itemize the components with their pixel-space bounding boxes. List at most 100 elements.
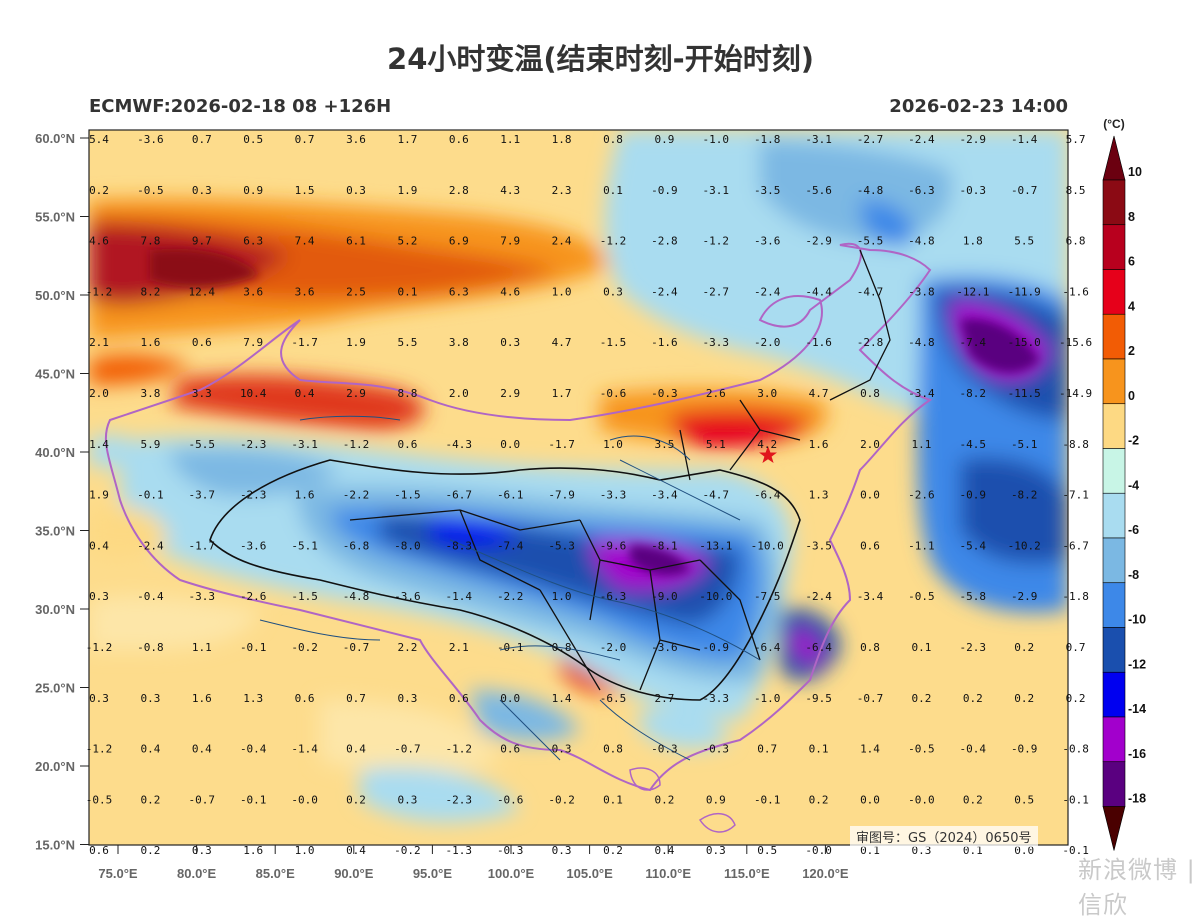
grid-value-label: -14.9 xyxy=(1059,387,1092,400)
grid-value-label: 0.3 xyxy=(346,184,366,197)
grid-value-label: -2.3 xyxy=(240,438,267,451)
grid-value-label: 0.8 xyxy=(860,641,880,654)
grid-value-label: 6.1 xyxy=(346,235,366,248)
grid-value-label: 3.8 xyxy=(449,336,469,349)
grid-value-label: -0.4 xyxy=(240,743,267,756)
grid-value-label: -10.0 xyxy=(699,590,732,603)
colorbar-bin xyxy=(1102,403,1126,449)
grid-value-label: -1.6 xyxy=(1062,285,1089,298)
grid-value-label: 0.4 xyxy=(346,844,366,857)
grid-value-label: -12.1 xyxy=(956,285,989,298)
grid-value-label: -2.3 xyxy=(960,641,987,654)
grid-value-label: -0.1 xyxy=(240,641,267,654)
grid-value-label: -0.3 xyxy=(960,184,987,197)
grid-value-label: -4.8 xyxy=(908,336,935,349)
grid-value-label: -0.4 xyxy=(960,743,987,756)
latitude-axis: 60.0°N 55.0°N 50.0°N 45.0°N 40.0°N 35.0°N 30.0… xyxy=(35,131,89,853)
grid-value-label: -3.8 xyxy=(908,285,935,298)
grid-value-label: 1.1 xyxy=(911,438,931,451)
colorbar-bin xyxy=(1102,448,1126,494)
grid-value-label: -0.1 xyxy=(1062,844,1089,857)
grid-value-label: -1.8 xyxy=(1062,590,1089,603)
grid-value-label: -0.2 xyxy=(548,793,575,806)
grid-value-label: -5.5 xyxy=(857,235,884,248)
grid-value-label: 2.8 xyxy=(449,184,469,197)
grid-value-label: 0.2 xyxy=(911,692,931,705)
grid-value-label: -8.3 xyxy=(446,539,473,552)
grid-value-label: 0.8 xyxy=(860,387,880,400)
grid-value-label: -4.8 xyxy=(857,184,884,197)
grid-value-label: 0.3 xyxy=(603,285,623,298)
grid-value-label: 0.8 xyxy=(603,133,623,146)
grid-value-label: -8.2 xyxy=(960,387,987,400)
grid-value-label: 8.8 xyxy=(397,387,417,400)
grid-value-label: -10.0 xyxy=(751,539,784,552)
map-title: 24小时变温(结束时刻-开始时刻) xyxy=(387,42,814,76)
grid-value-label: -1.2 xyxy=(446,743,473,756)
colorbar-bin xyxy=(1102,179,1126,226)
grid-value-label: 8.2 xyxy=(140,285,160,298)
grid-value-label: 0.3 xyxy=(552,743,572,756)
grid-value-label: -0.9 xyxy=(651,184,678,197)
grid-value-label: -0.9 xyxy=(703,641,730,654)
grid-value-label: -6.3 xyxy=(600,590,627,603)
lon-tick-label: 75.0°E xyxy=(98,866,138,881)
grid-value-label: 0.4 xyxy=(346,743,366,756)
colorbar-label: -2 xyxy=(1128,434,1139,448)
grid-value-label: -2.3 xyxy=(446,793,473,806)
lon-tick-label: 80.0°E xyxy=(177,866,217,881)
colorbar-bottom-triangle xyxy=(1102,806,1126,851)
grid-value-label: -6.7 xyxy=(1062,539,1089,552)
grid-value-label: -0.5 xyxy=(137,184,164,197)
lat-tick-label: 45.0°N xyxy=(35,367,75,382)
grid-value-label: 0.5 xyxy=(757,844,777,857)
grid-value-label: 0.8 xyxy=(552,641,572,654)
grid-value-label: -0.7 xyxy=(394,743,421,756)
grid-value-label: 1.9 xyxy=(346,336,366,349)
grid-value-label: 0.1 xyxy=(603,793,623,806)
colorbar-label: -16 xyxy=(1128,747,1146,761)
grid-value-label: -3.3 xyxy=(600,489,627,502)
grid-value-label: -2.4 xyxy=(754,285,781,298)
grid-value-label: -0.6 xyxy=(497,793,524,806)
grid-value-label: -2.4 xyxy=(651,285,678,298)
lat-tick-label: 40.0°N xyxy=(35,445,75,460)
grid-value-label: -1.2 xyxy=(86,285,113,298)
lat-tick-label: 55.0°N xyxy=(35,210,75,225)
colorbar-label: -14 xyxy=(1128,702,1146,716)
grid-value-label: -6.8 xyxy=(343,539,370,552)
grid-value-label: 0.6 xyxy=(449,133,469,146)
grid-value-label: 3.6 xyxy=(346,133,366,146)
grid-value-label: 4.6 xyxy=(89,235,109,248)
colorbar-label: 8 xyxy=(1128,210,1135,224)
grid-value-label: -8.0 xyxy=(394,539,421,552)
grid-value-label: 6.8 xyxy=(1066,235,1086,248)
grid-value-label: 0.6 xyxy=(89,844,109,857)
grid-value-label: 0.9 xyxy=(706,793,726,806)
grid-value-label: -4.8 xyxy=(908,235,935,248)
colorbar-bin xyxy=(1102,358,1126,405)
grid-value-label: 0.4 xyxy=(295,387,315,400)
grid-value-label: 2.0 xyxy=(860,438,880,451)
lon-tick-label: 120.0°E xyxy=(802,866,849,881)
grid-value-label: 1.9 xyxy=(397,184,417,197)
grid-value-label: -5.4 xyxy=(960,539,987,552)
grid-value-label: 0.1 xyxy=(860,844,880,857)
grid-value-label: -5.5 xyxy=(189,438,216,451)
grid-value-label: 0.7 xyxy=(757,743,777,756)
grid-value-label: -0.6 xyxy=(600,387,627,400)
colorbar-label: -10 xyxy=(1128,613,1146,627)
grid-value-label: -0.2 xyxy=(394,844,421,857)
grid-value-label: -0.5 xyxy=(908,590,935,603)
grid-value-label: 1.5 xyxy=(295,184,315,197)
grid-value-label: -2.7 xyxy=(857,133,884,146)
grid-value-label: 2.5 xyxy=(346,285,366,298)
grid-value-label: -0.1 xyxy=(497,641,524,654)
grid-value-label: 0.2 xyxy=(89,184,109,197)
watermark: 新浪微博 | 信欣 xyxy=(1078,856,1196,919)
grid-value-label: -3.7 xyxy=(189,489,216,502)
lat-tick-label: 20.0°N xyxy=(35,759,75,774)
grid-value-label: 1.8 xyxy=(552,133,572,146)
grid-value-label: -0.9 xyxy=(1011,743,1038,756)
grid-value-label: 5.7 xyxy=(1066,133,1086,146)
